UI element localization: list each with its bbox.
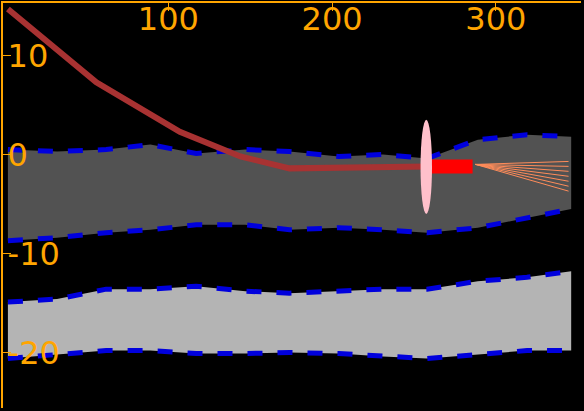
svg-text:0: 0 (8, 136, 28, 174)
svg-text:200: 200 (302, 0, 363, 38)
svg-text:300: 300 (465, 0, 526, 38)
svg-text:-10: -10 (8, 235, 60, 273)
svg-text:100: 100 (138, 0, 199, 38)
svg-text:10: 10 (8, 37, 49, 75)
svg-text:-20: -20 (8, 334, 60, 372)
